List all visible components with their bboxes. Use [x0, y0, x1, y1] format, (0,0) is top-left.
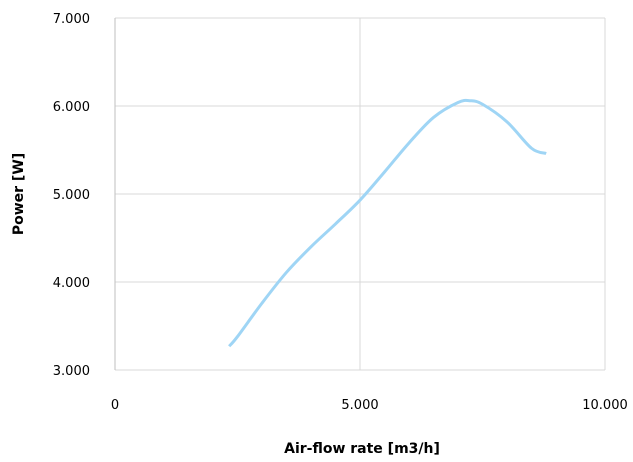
y-tick-label: 4.000 — [53, 276, 90, 291]
grid-lines — [115, 17, 606, 371]
series-line — [228, 98, 547, 348]
y-tick-label: 6.000 — [53, 100, 90, 115]
series-layer — [228, 98, 547, 348]
y-tick-label: 3.000 — [53, 364, 90, 379]
x-tick-label: 10.000 — [582, 398, 628, 413]
tick-labels: 3.000 4.000 5.000 6.000 7.000 0 5.000 10.000 — [53, 12, 628, 413]
x-tick-label: 0 — [111, 398, 119, 413]
x-axis-title: Air-flow rate [m3/h] — [284, 441, 440, 457]
y-axis-title: Power [W] — [11, 153, 27, 235]
y-tick-label: 5.000 — [53, 188, 90, 203]
x-tick-label: 5.000 — [341, 398, 378, 413]
y-tick-label: 7.000 — [53, 12, 90, 27]
